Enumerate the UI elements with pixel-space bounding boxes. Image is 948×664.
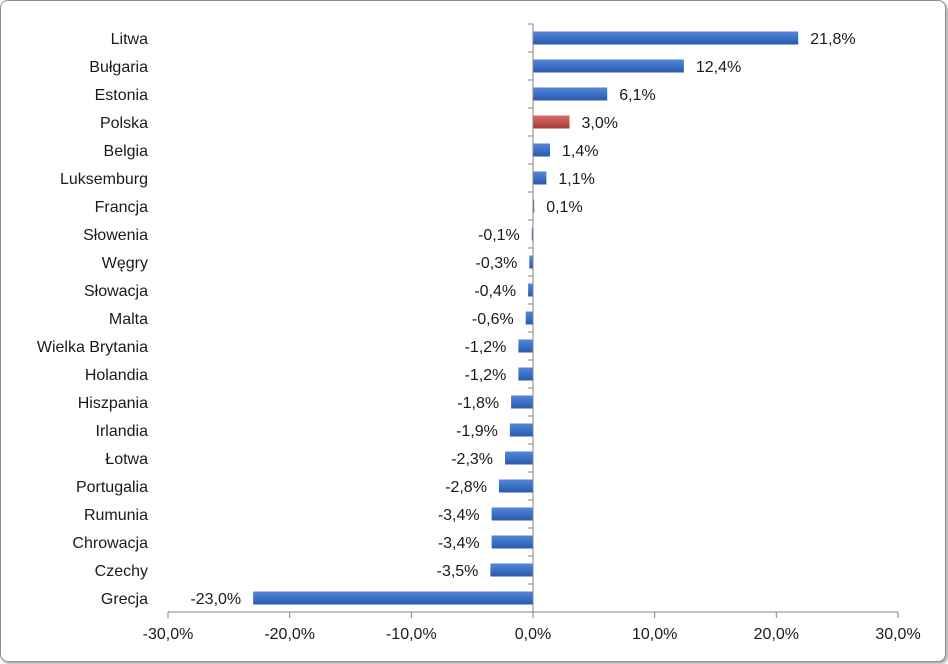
bar-slowenia (531, 227, 533, 241)
bar-chrowacja (491, 535, 533, 549)
category-label: Irlandia (96, 423, 149, 440)
x-tick-label: 30,0% (875, 626, 920, 643)
data-label: -1,2% (465, 339, 507, 356)
data-label: 21,8% (810, 31, 855, 48)
category-label: Słowenia (83, 227, 148, 244)
category-label: Bułgaria (89, 59, 148, 76)
category-label: Wielka Brytania (37, 339, 148, 356)
data-label: 3,0% (582, 115, 618, 132)
x-tick-label: 10,0% (632, 626, 677, 643)
data-label: -0,1% (478, 227, 520, 244)
category-label: Portugalia (76, 479, 148, 496)
category-label: Słowacja (84, 283, 148, 300)
bar-lotwa (505, 451, 533, 465)
bar-estonia (533, 87, 608, 101)
category-label: Malta (109, 311, 148, 328)
data-label: -2,8% (445, 479, 487, 496)
category-label: Łotwa (105, 451, 148, 468)
bar-wegry (529, 255, 533, 269)
category-label: Polska (100, 115, 148, 132)
bar-francja (533, 199, 535, 213)
category-label: Francja (95, 199, 148, 216)
x-tick-label: -20,0% (264, 626, 315, 643)
data-label: 12,4% (696, 59, 741, 76)
bars-group (253, 31, 799, 605)
category-label: Rumunia (84, 507, 148, 524)
axes-group (167, 23, 899, 618)
bar-litwa (533, 31, 799, 45)
category-label: Belgia (104, 143, 149, 160)
data-label: 0,1% (546, 199, 582, 216)
data-label: -3,4% (438, 507, 480, 524)
category-label: Holandia (85, 367, 148, 384)
category-label: Hiszpania (78, 395, 148, 412)
data-label: -0,6% (472, 311, 514, 328)
bar-slowacja (528, 283, 533, 297)
data-label: -3,5% (437, 563, 479, 580)
bar-bulgaria (533, 59, 684, 73)
x-tick-label: -30,0% (143, 626, 194, 643)
data-label: -1,8% (457, 395, 499, 412)
bar-rumunia (491, 507, 533, 521)
bar-portugalia (498, 479, 533, 493)
category-label: Grecja (101, 591, 148, 608)
x-tick-label: -10,0% (386, 626, 437, 643)
bar-malta (525, 311, 533, 325)
bar-irlandia (509, 423, 533, 437)
data-label: -2,3% (451, 451, 493, 468)
bar-holandia (518, 367, 533, 381)
data-label: 6,1% (619, 87, 655, 104)
category-label: Luksemburg (60, 171, 148, 188)
category-label: Węgry (102, 255, 148, 272)
bar-wielka-brytania (518, 339, 533, 353)
category-label: Litwa (111, 31, 148, 48)
bar-polska (533, 115, 570, 129)
bar-czechy (490, 563, 533, 577)
bar-luksemburg (533, 171, 547, 185)
data-label: -3,4% (438, 535, 480, 552)
data-label: 1,4% (562, 143, 598, 160)
data-label: -1,9% (456, 423, 498, 440)
category-label: Chrowacja (72, 535, 148, 552)
bar-belgia (533, 143, 551, 157)
data-label: 1,1% (558, 171, 594, 188)
data-label: -0,4% (474, 283, 516, 300)
bar-grecja (253, 591, 533, 605)
x-tick-label: 0,0% (515, 626, 551, 643)
x-tick-label: 20,0% (754, 626, 799, 643)
data-label: -1,2% (465, 367, 507, 384)
data-label: -0,3% (476, 255, 518, 272)
category-label: Estonia (95, 87, 148, 104)
labels-group: -30,0% -20,0% -10,0% 0,0% 10,0% 20,0% 30,0% Lit… (37, 31, 921, 643)
data-label: -23,0% (190, 591, 241, 608)
category-label: Czechy (95, 563, 148, 580)
bar-hiszpania (511, 395, 533, 409)
